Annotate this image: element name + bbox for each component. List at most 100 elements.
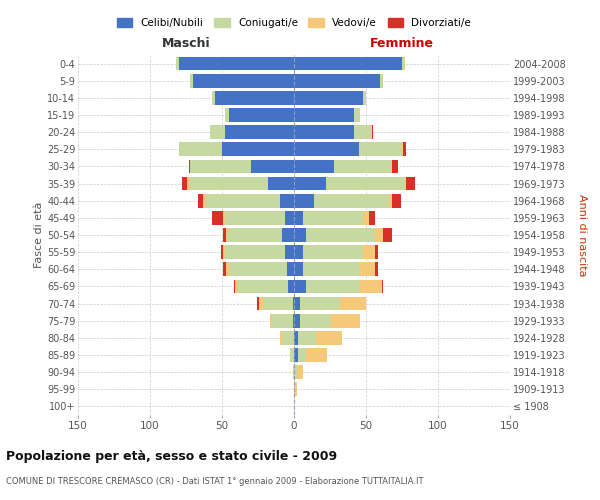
- Bar: [223, 262, 226, 276]
- Bar: [402, 142, 403, 156]
- Bar: [300, 314, 331, 328]
- Bar: [293, 366, 294, 379]
- Bar: [300, 296, 340, 310]
- Bar: [179, 56, 294, 70]
- Bar: [302, 246, 363, 259]
- Bar: [392, 194, 401, 207]
- Bar: [294, 194, 314, 207]
- Bar: [305, 228, 374, 242]
- Bar: [294, 56, 402, 70]
- Bar: [294, 280, 305, 293]
- Bar: [223, 246, 225, 259]
- Bar: [340, 296, 366, 310]
- Bar: [287, 262, 294, 276]
- Bar: [295, 382, 297, 396]
- Bar: [406, 176, 415, 190]
- Bar: [294, 176, 326, 190]
- Bar: [294, 314, 300, 328]
- Bar: [203, 194, 205, 207]
- Bar: [229, 108, 294, 122]
- Bar: [257, 296, 259, 310]
- Bar: [294, 211, 302, 224]
- Bar: [215, 91, 294, 104]
- Bar: [294, 262, 302, 276]
- Bar: [297, 366, 302, 379]
- Bar: [305, 280, 360, 293]
- Bar: [389, 194, 392, 207]
- Bar: [222, 142, 294, 156]
- Bar: [372, 126, 373, 139]
- Bar: [382, 280, 383, 293]
- Bar: [211, 126, 225, 139]
- Bar: [374, 228, 383, 242]
- Bar: [283, 331, 294, 344]
- Bar: [405, 176, 406, 190]
- Bar: [228, 228, 283, 242]
- Bar: [226, 228, 228, 242]
- Bar: [316, 331, 341, 344]
- Bar: [205, 194, 280, 207]
- Bar: [359, 142, 402, 156]
- Bar: [223, 211, 225, 224]
- Y-axis label: Fasce di età: Fasce di età: [34, 202, 44, 268]
- Bar: [363, 211, 369, 224]
- Bar: [294, 331, 298, 344]
- Bar: [294, 228, 305, 242]
- Bar: [294, 348, 298, 362]
- Bar: [294, 91, 363, 104]
- Bar: [251, 160, 294, 173]
- Bar: [269, 314, 272, 328]
- Bar: [294, 296, 300, 310]
- Bar: [355, 108, 360, 122]
- Bar: [212, 91, 215, 104]
- Bar: [238, 280, 288, 293]
- Bar: [363, 246, 374, 259]
- Bar: [280, 331, 283, 344]
- Bar: [294, 74, 380, 88]
- Bar: [226, 262, 229, 276]
- Bar: [369, 211, 374, 224]
- Bar: [314, 194, 389, 207]
- Text: Femmine: Femmine: [370, 37, 434, 50]
- Bar: [360, 280, 382, 293]
- Bar: [294, 366, 297, 379]
- Bar: [212, 211, 223, 224]
- Bar: [298, 331, 316, 344]
- Bar: [229, 262, 287, 276]
- Bar: [302, 262, 360, 276]
- Bar: [286, 211, 294, 224]
- Bar: [264, 296, 293, 310]
- Bar: [190, 74, 193, 88]
- Bar: [374, 246, 377, 259]
- Bar: [235, 280, 238, 293]
- Bar: [225, 246, 286, 259]
- Bar: [380, 74, 383, 88]
- Bar: [259, 296, 264, 310]
- Y-axis label: Anni di nascita: Anni di nascita: [577, 194, 587, 276]
- Bar: [293, 314, 294, 328]
- Bar: [294, 246, 302, 259]
- Bar: [360, 262, 374, 276]
- Bar: [225, 108, 229, 122]
- Bar: [403, 142, 406, 156]
- Bar: [272, 314, 293, 328]
- Bar: [294, 126, 355, 139]
- Bar: [190, 160, 251, 173]
- Bar: [286, 246, 294, 259]
- Bar: [294, 160, 334, 173]
- Bar: [294, 142, 359, 156]
- Bar: [280, 194, 294, 207]
- Bar: [179, 142, 222, 156]
- Bar: [268, 176, 294, 190]
- Bar: [189, 160, 190, 173]
- Bar: [305, 348, 327, 362]
- Bar: [288, 280, 294, 293]
- Bar: [334, 160, 392, 173]
- Bar: [182, 176, 187, 190]
- Bar: [197, 194, 203, 207]
- Bar: [302, 211, 363, 224]
- Text: Maschi: Maschi: [161, 37, 211, 50]
- Bar: [225, 211, 286, 224]
- Bar: [290, 348, 294, 362]
- Bar: [233, 280, 235, 293]
